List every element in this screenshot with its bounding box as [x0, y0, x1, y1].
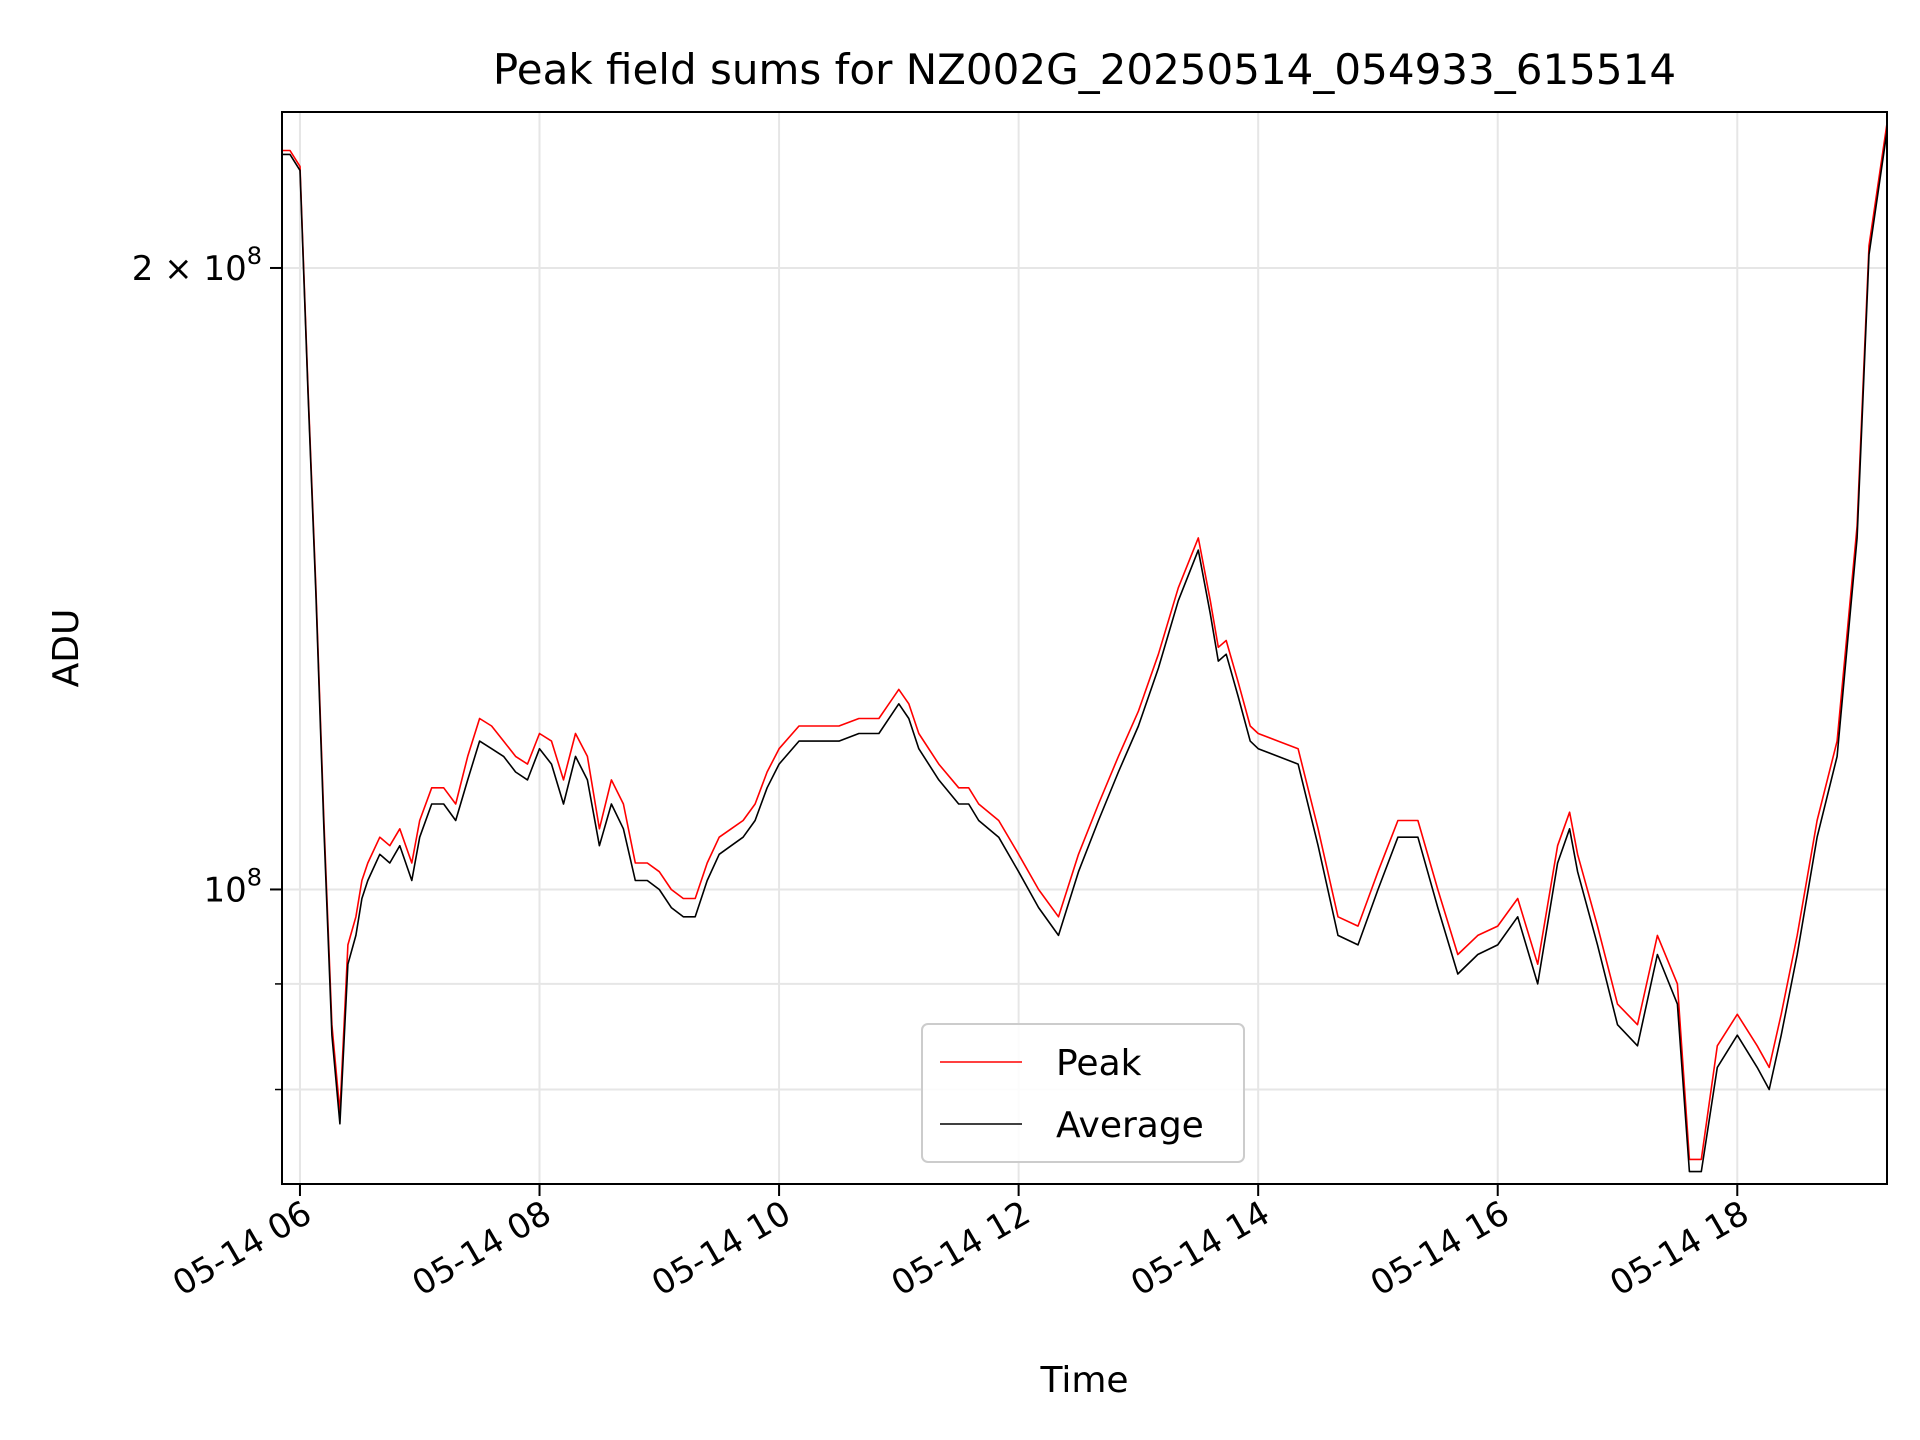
x-tick-label: 05-14 08 — [406, 1193, 558, 1304]
legend: Peak Average — [921, 1023, 1245, 1163]
legend-box — [921, 1023, 1245, 1163]
x-tick-label: 05-14 16 — [1364, 1193, 1516, 1304]
plot-frame — [281, 111, 1888, 1185]
y-tick-label: 108 — [203, 863, 262, 910]
x-tick-label: 05-14 12 — [885, 1193, 1037, 1304]
y-tick-label: 2 × 108 — [132, 242, 262, 289]
grid — [282, 112, 1887, 1184]
series-line-average — [282, 130, 1888, 1173]
chart-title: Peak field sums for NZ002G_20250514_0549… — [493, 45, 1676, 94]
x-axis-label: Time — [1039, 1360, 1128, 1401]
x-tick-label: 05-14 10 — [645, 1193, 797, 1304]
legend-entry-peak: Peak — [1056, 1043, 1142, 1084]
series-line-peak — [282, 123, 1888, 1161]
x-tick-label: 05-14 18 — [1603, 1193, 1755, 1304]
x-tick-label: 05-14 06 — [166, 1193, 318, 1304]
x-tick-label: 05-14 14 — [1124, 1193, 1276, 1304]
legend-entry-average: Average — [1056, 1105, 1204, 1146]
y-axis-label: ADU — [46, 609, 87, 688]
series-lines — [282, 123, 1888, 1173]
